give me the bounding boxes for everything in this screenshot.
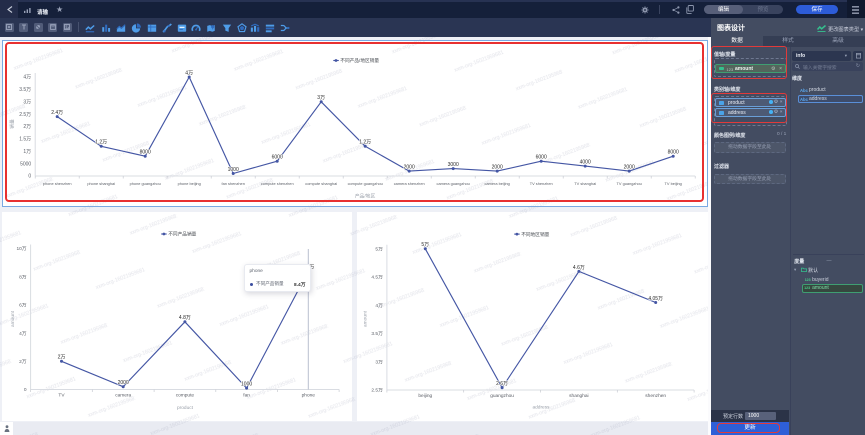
svg-text:6万: 6万 bbox=[19, 303, 27, 309]
svg-text:2000: 2000 bbox=[404, 165, 415, 171]
svg-text:6000: 6000 bbox=[272, 155, 283, 161]
svg-text:phone: phone bbox=[302, 393, 316, 399]
svg-text:8000: 8000 bbox=[668, 150, 679, 156]
svg-text:beijing: beijing bbox=[418, 393, 432, 399]
svg-text:fan: fan bbox=[243, 393, 250, 399]
svg-text:4万: 4万 bbox=[19, 331, 27, 337]
svg-text:2万: 2万 bbox=[58, 355, 66, 361]
svg-text:0: 0 bbox=[28, 174, 31, 180]
svg-text:compute shenzhen: compute shenzhen bbox=[261, 181, 294, 186]
svg-text:8000: 8000 bbox=[140, 150, 151, 156]
svg-text:4.6万: 4.6万 bbox=[573, 265, 585, 271]
svg-text:amount: amount bbox=[363, 310, 369, 327]
svg-text:6000: 6000 bbox=[536, 155, 547, 161]
svg-text:phone beijing: phone beijing bbox=[178, 181, 201, 186]
svg-text:1.2万: 1.2万 bbox=[359, 140, 371, 146]
svg-text:4万: 4万 bbox=[23, 75, 31, 81]
svg-text:phone shenzhen: phone shenzhen bbox=[43, 181, 72, 186]
svg-text:product: product bbox=[177, 405, 194, 411]
svg-text:不同产品销量: 不同产品销量 bbox=[168, 231, 196, 238]
svg-text:TV: TV bbox=[58, 393, 65, 399]
svg-text:guangzhou: guangzhou bbox=[490, 393, 514, 399]
svg-text:10万: 10万 bbox=[16, 246, 26, 252]
svg-text:1000: 1000 bbox=[241, 382, 252, 388]
svg-text:不同地区销量: 不同地区销量 bbox=[521, 231, 549, 238]
svg-text:4万: 4万 bbox=[185, 70, 193, 76]
svg-text:TV guangzhou: TV guangzhou bbox=[617, 181, 642, 186]
svg-text:4.5万: 4.5万 bbox=[371, 275, 383, 281]
svg-text:TV beijing: TV beijing bbox=[665, 181, 682, 186]
svg-text:camera beijing: camera beijing bbox=[485, 181, 510, 186]
svg-text:5000: 5000 bbox=[20, 161, 31, 167]
svg-text:5万: 5万 bbox=[375, 247, 383, 253]
svg-text:2000: 2000 bbox=[118, 380, 129, 386]
svg-text:2.4万: 2.4万 bbox=[51, 110, 63, 116]
svg-text:compute guangzhou: compute guangzhou bbox=[348, 181, 383, 186]
svg-text:1万: 1万 bbox=[23, 149, 31, 155]
svg-text:2.6万: 2.6万 bbox=[496, 381, 508, 387]
svg-text:fan shenzhen: fan shenzhen bbox=[222, 181, 245, 186]
svg-text:4.05万: 4.05万 bbox=[648, 296, 663, 302]
svg-text:1000: 1000 bbox=[228, 167, 239, 173]
svg-text:camera: camera bbox=[115, 393, 131, 399]
svg-text:3万: 3万 bbox=[317, 95, 325, 101]
svg-text:TV shenzhen: TV shenzhen bbox=[530, 181, 553, 186]
svg-text:4.8万: 4.8万 bbox=[179, 315, 191, 321]
svg-text:shanghai: shanghai bbox=[569, 393, 588, 399]
svg-text:3.5万: 3.5万 bbox=[19, 87, 31, 93]
svg-text:2万: 2万 bbox=[23, 124, 31, 130]
svg-text:产品/地区: 产品/地区 bbox=[355, 192, 376, 199]
svg-text:3万: 3万 bbox=[375, 360, 383, 366]
svg-text:不同产品/地区销量: 不同产品/地区销量 bbox=[340, 57, 379, 64]
svg-text:2000: 2000 bbox=[492, 165, 503, 171]
svg-text:2000: 2000 bbox=[624, 165, 635, 171]
svg-text:销量: 销量 bbox=[9, 119, 16, 129]
svg-text:compute shanghai: compute shanghai bbox=[305, 181, 337, 186]
svg-text:3.5万: 3.5万 bbox=[371, 331, 383, 337]
svg-text:compute: compute bbox=[176, 393, 195, 399]
svg-text:3000: 3000 bbox=[448, 162, 459, 168]
svg-text:camera shenzhen: camera shenzhen bbox=[394, 181, 425, 186]
svg-text:camera guangzhou: camera guangzhou bbox=[437, 181, 470, 186]
svg-text:8万: 8万 bbox=[19, 274, 27, 280]
svg-text:2.5万: 2.5万 bbox=[19, 112, 31, 118]
svg-text:amount: amount bbox=[10, 310, 16, 327]
svg-text:TV shanghai: TV shanghai bbox=[574, 181, 596, 186]
svg-text:3万: 3万 bbox=[23, 100, 31, 106]
svg-text:0: 0 bbox=[24, 387, 27, 393]
svg-text:5万: 5万 bbox=[421, 242, 429, 248]
svg-text:shenzhen: shenzhen bbox=[645, 393, 666, 399]
svg-text:phone guangzhou: phone guangzhou bbox=[130, 181, 161, 186]
svg-text:address: address bbox=[532, 405, 550, 411]
svg-text:1.5万: 1.5万 bbox=[19, 137, 31, 143]
svg-text:2.5万: 2.5万 bbox=[371, 388, 383, 394]
svg-text:1.2万: 1.2万 bbox=[95, 140, 107, 146]
svg-text:2万: 2万 bbox=[19, 359, 27, 365]
svg-text:4万: 4万 bbox=[375, 303, 383, 309]
svg-text:4000: 4000 bbox=[580, 160, 591, 166]
svg-text:phone shanghai: phone shanghai bbox=[87, 181, 115, 186]
